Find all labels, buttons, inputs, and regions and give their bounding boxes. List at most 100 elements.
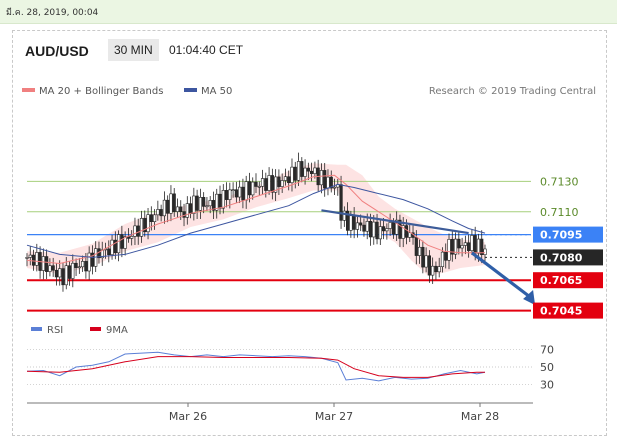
candle-body <box>81 261 85 268</box>
candle-body <box>375 221 379 240</box>
candle-body <box>58 268 62 278</box>
candle-body <box>238 186 242 198</box>
candle-body <box>218 193 222 209</box>
ma20-line <box>26 174 485 265</box>
candle-body <box>440 251 445 267</box>
candle-body <box>123 236 127 249</box>
candle-body <box>290 166 294 184</box>
candle-body <box>381 226 386 232</box>
candle-body <box>107 248 111 256</box>
candle-body <box>463 242 467 246</box>
candle-body <box>54 269 59 278</box>
candle-body <box>257 185 261 188</box>
candle-body <box>110 239 114 256</box>
candle-body <box>277 176 281 187</box>
candle-body <box>41 256 45 271</box>
candle-body <box>77 266 81 269</box>
candle-body <box>339 184 343 221</box>
candle-body <box>447 239 451 261</box>
candle-body <box>313 167 317 174</box>
candle-body <box>130 236 134 239</box>
candle-body <box>359 222 363 226</box>
candle-body <box>332 186 337 189</box>
ma20-legend-label: MA 20 + Bollinger Bands <box>39 86 163 97</box>
rsi-legend: RSI 9MA <box>31 325 128 336</box>
candle-body <box>146 214 150 233</box>
candle-body <box>136 225 140 237</box>
candle-body <box>417 246 422 256</box>
candle-body <box>378 226 382 240</box>
candle-body <box>228 189 232 200</box>
candle-body <box>444 251 448 261</box>
candle-body <box>120 234 124 249</box>
candle-body <box>368 221 373 238</box>
candle-body <box>460 245 464 249</box>
candle-body <box>296 161 301 181</box>
candle-body <box>205 205 209 208</box>
candle-body <box>431 265 435 276</box>
level-label-0.7130: 0.7130 <box>540 175 579 188</box>
candle-body <box>303 167 307 177</box>
candle-body <box>355 222 360 230</box>
candle-body <box>211 200 216 211</box>
candle-body <box>192 195 196 214</box>
candle-body <box>251 181 255 196</box>
candle-body <box>162 199 167 217</box>
projection-arrow-head <box>523 290 536 305</box>
candle-body <box>45 256 49 272</box>
timeframe-badge[interactable]: 30 MIN <box>108 39 159 61</box>
candle-body <box>427 255 431 276</box>
candle-body <box>74 262 78 268</box>
candle-body <box>401 225 405 239</box>
candle-body <box>195 195 199 211</box>
research-credit: Research © 2019 Trading Central <box>429 86 596 97</box>
candle-body <box>172 193 176 212</box>
level-box-0.7095 <box>533 226 603 243</box>
candle-body <box>388 222 392 229</box>
level-label-0.7065: 0.7065 <box>540 274 582 287</box>
trendline <box>321 209 469 235</box>
x-tick-label: Mar 27 <box>315 410 353 423</box>
candle-body <box>133 225 137 237</box>
candle-body <box>234 189 238 198</box>
candle-body <box>349 215 353 231</box>
legend: MA 20 + Bollinger Bands MA 50 Research ©… <box>22 86 596 97</box>
candle-body <box>267 175 271 191</box>
x-tick-label: Mar 28 <box>461 410 499 423</box>
candle-body <box>175 206 180 212</box>
level-label-0.7080: 0.7080 <box>540 251 583 264</box>
candle-body <box>25 257 29 259</box>
candles <box>25 152 487 292</box>
time-label: 01:04:40 CET <box>169 43 244 57</box>
candle-body <box>395 219 399 235</box>
date-time-text: มี.ค. 28, 2019, 00:04 <box>6 8 99 18</box>
ma50-line <box>26 183 486 258</box>
candle-body <box>87 252 91 272</box>
candle-body <box>453 238 458 255</box>
candle-body <box>408 232 412 238</box>
candle-body <box>283 176 288 181</box>
candle-body <box>90 252 95 267</box>
candle-body <box>244 181 248 201</box>
rsi-tick-30: 30 <box>540 378 554 391</box>
rsi-tick-50: 50 <box>540 361 554 374</box>
candle-body <box>365 221 369 232</box>
candle-body <box>84 261 88 272</box>
level-box-0.7080 <box>533 249 603 266</box>
candle-body <box>149 214 153 222</box>
candle-body <box>345 210 350 231</box>
projection-arrow-shaft <box>470 251 532 299</box>
candle-body <box>450 239 454 255</box>
candle-body <box>67 265 72 279</box>
candle-body <box>188 203 193 214</box>
symbol-label: AUD/USD <box>25 43 89 59</box>
candle-body <box>156 209 160 216</box>
level-box-0.7045 <box>533 302 603 319</box>
candle-body <box>241 186 245 201</box>
candle-body <box>247 181 252 196</box>
candle-body <box>326 176 330 189</box>
candle-body <box>424 255 428 268</box>
candle-body <box>28 254 32 258</box>
candle-body <box>143 218 147 233</box>
ma20-legend-swatch <box>22 88 35 92</box>
